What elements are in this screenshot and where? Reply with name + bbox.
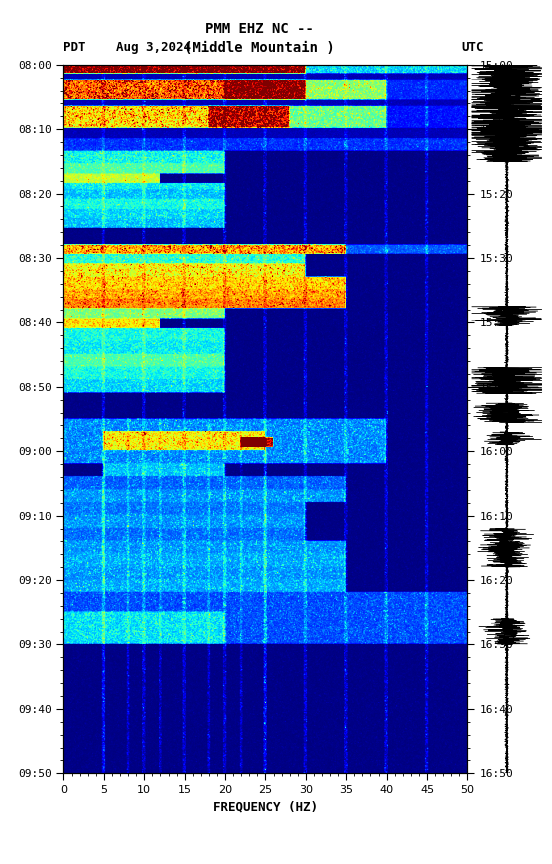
X-axis label: FREQUENCY (HZ): FREQUENCY (HZ) <box>213 801 318 814</box>
Text: PDT: PDT <box>63 41 86 54</box>
Text: (Middle Mountain ): (Middle Mountain ) <box>184 41 335 55</box>
Text: Aug 3,2024: Aug 3,2024 <box>116 41 191 54</box>
Text: PMM EHZ NC --: PMM EHZ NC -- <box>205 22 314 35</box>
Text: UTC: UTC <box>461 41 484 54</box>
